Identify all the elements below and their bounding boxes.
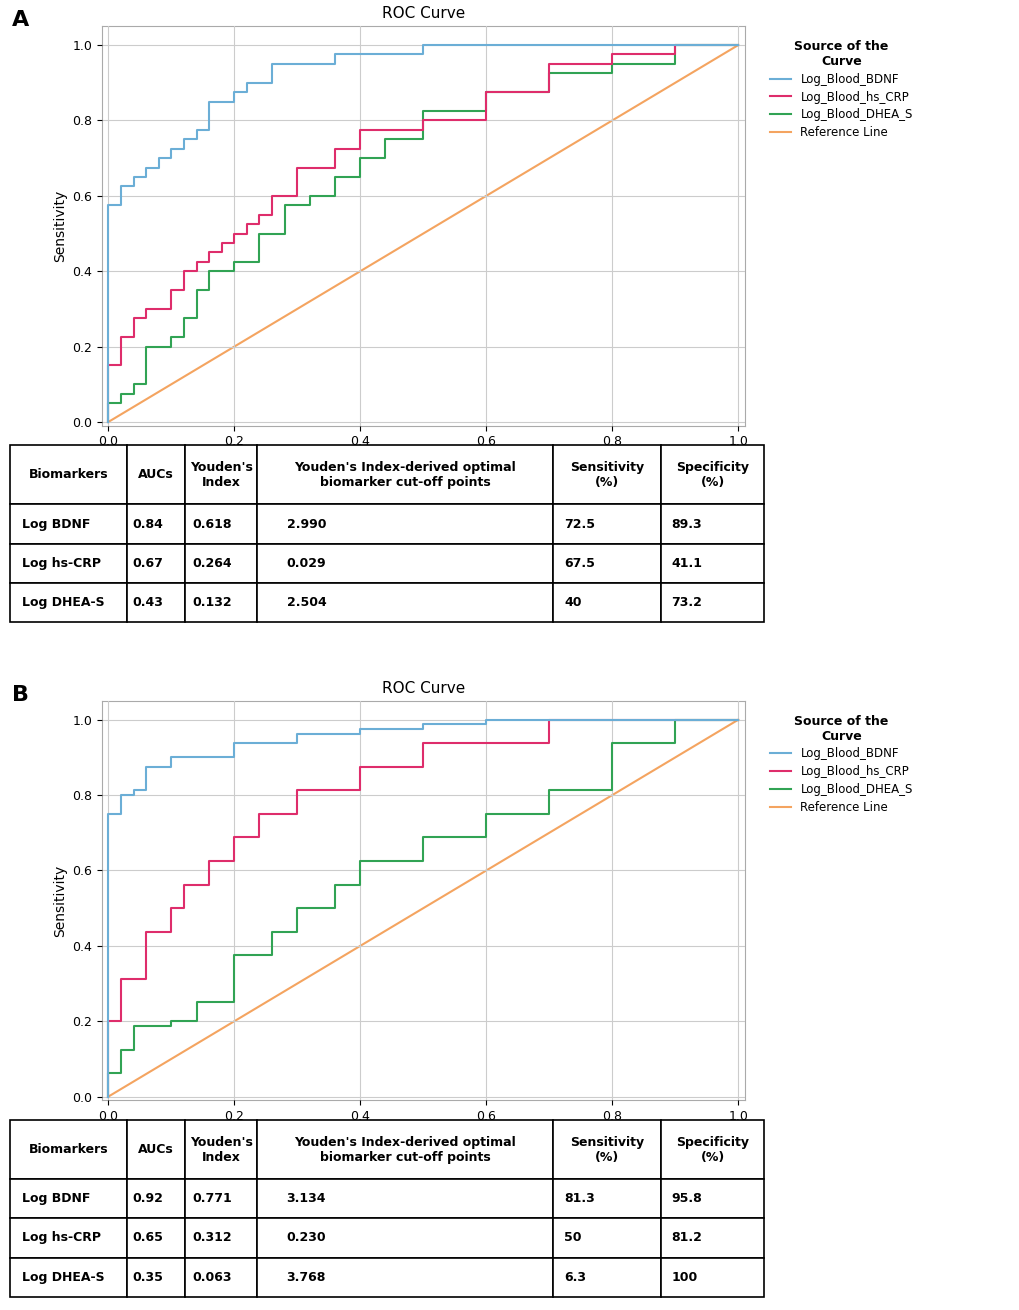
Text: A: A	[12, 10, 30, 30]
Legend: Log_Blood_BDNF, Log_Blood_hs_CRP, Log_Blood_DHEA_S, Reference Line: Log_Blood_BDNF, Log_Blood_hs_CRP, Log_Bl…	[769, 715, 912, 814]
Text: B: B	[12, 685, 29, 705]
Y-axis label: Sensitivity: Sensitivity	[53, 865, 66, 937]
Y-axis label: Sensitivity: Sensitivity	[53, 190, 66, 262]
Title: ROC Curve: ROC Curve	[381, 5, 465, 21]
X-axis label: 1 - Specificity: 1 - Specificity	[376, 1129, 470, 1142]
Title: ROC Curve: ROC Curve	[381, 680, 465, 696]
X-axis label: 1 - Specificity: 1 - Specificity	[376, 455, 470, 468]
Legend: Log_Blood_BDNF, Log_Blood_hs_CRP, Log_Blood_DHEA_S, Reference Line: Log_Blood_BDNF, Log_Blood_hs_CRP, Log_Bl…	[769, 41, 912, 139]
